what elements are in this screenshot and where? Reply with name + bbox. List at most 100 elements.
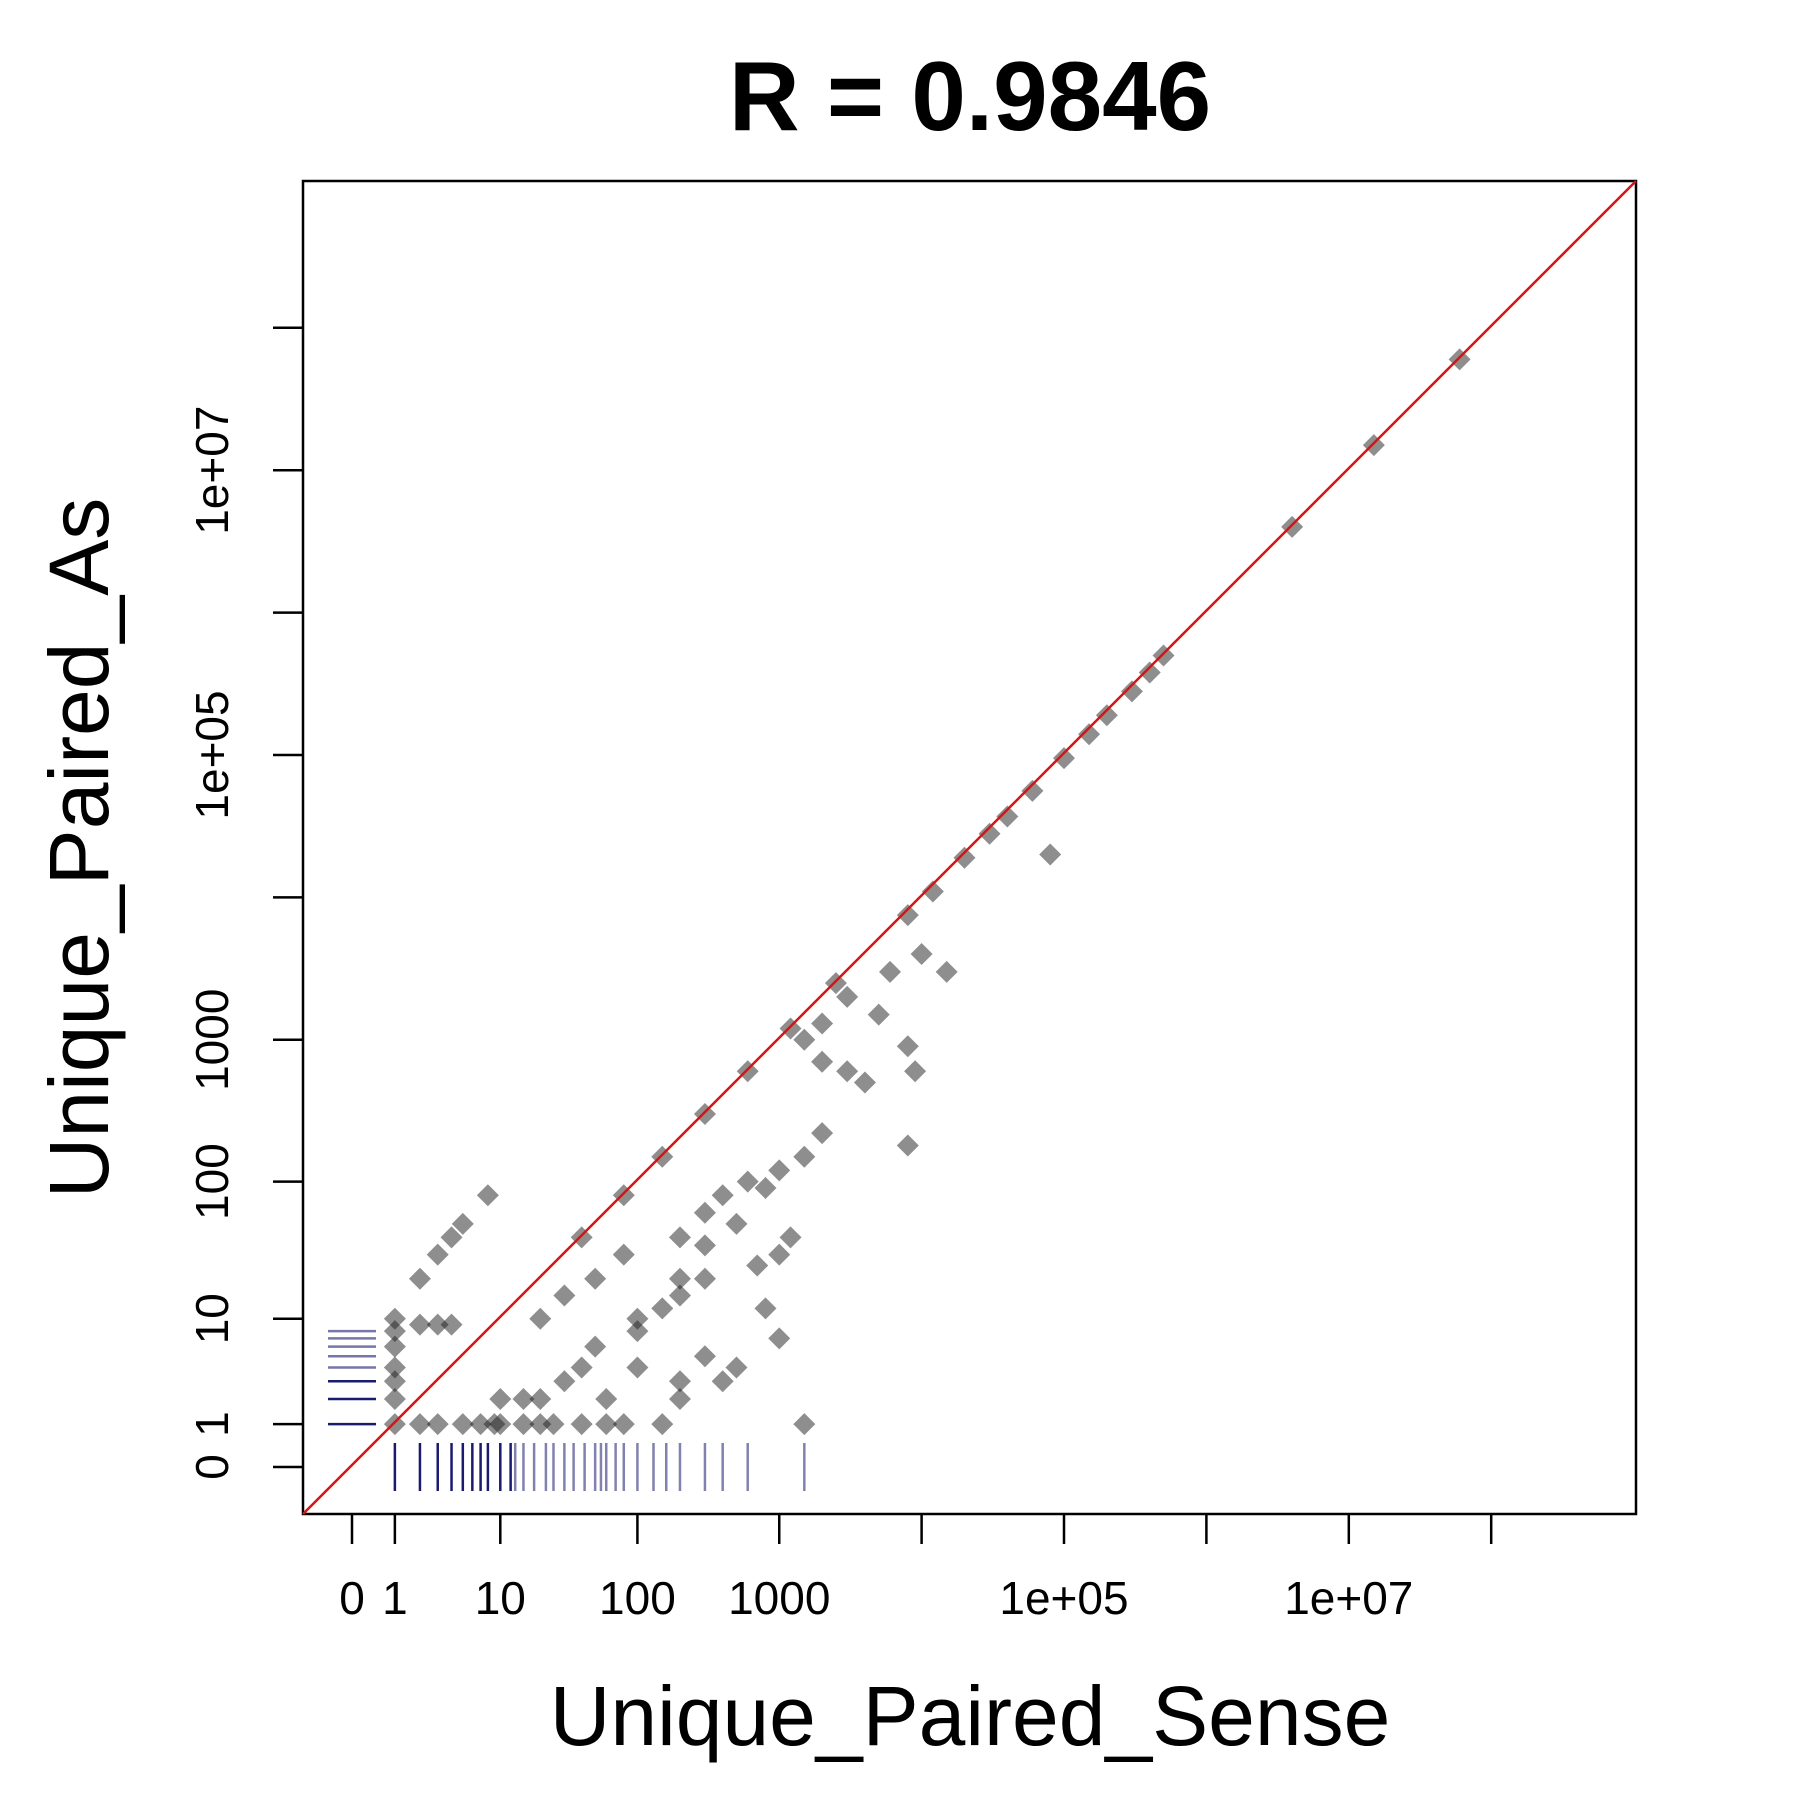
- scatter-point: [693, 1345, 716, 1368]
- scatter-point: [793, 1413, 816, 1436]
- y-tick-label: 100: [186, 1143, 238, 1220]
- scatter-point: [553, 1370, 576, 1393]
- scatter-point: [626, 1320, 649, 1343]
- scatter-point: [383, 1370, 406, 1393]
- identity-line: [302, 180, 1637, 1515]
- scatter-point: [1138, 661, 1161, 684]
- scatter-point: [1021, 779, 1044, 802]
- scatter-point: [711, 1184, 734, 1207]
- scatter-point: [996, 805, 1019, 828]
- scatter-point: [476, 1184, 499, 1207]
- scatter-point: [440, 1226, 463, 1249]
- x-tick-label: 1: [382, 1572, 408, 1624]
- scatter-point: [383, 1307, 406, 1330]
- scatter-point: [626, 1356, 649, 1379]
- y-tick-label: 1: [186, 1411, 238, 1437]
- scatter-point: [584, 1335, 607, 1358]
- scatter-point: [383, 1356, 406, 1379]
- scatter-point: [612, 1184, 635, 1207]
- scatter-point: [612, 1413, 635, 1436]
- scatter-point: [910, 943, 933, 966]
- scatter-point: [693, 1234, 716, 1257]
- scatter-point: [1152, 644, 1175, 667]
- scatter-point: [451, 1413, 474, 1436]
- scatter-point: [542, 1413, 565, 1436]
- scatter-point: [1078, 723, 1101, 746]
- scatter-point: [668, 1284, 691, 1307]
- scatter-point: [811, 1012, 834, 1035]
- scatter-point: [668, 1226, 691, 1249]
- scatter-point: [779, 1226, 802, 1249]
- scatter-point: [793, 1028, 816, 1051]
- scatter-point: [595, 1413, 618, 1436]
- scatter-point: [711, 1370, 734, 1393]
- scatter-point: [853, 1071, 876, 1094]
- scatter-point: [426, 1243, 449, 1266]
- scatter-point: [953, 846, 976, 869]
- scatter-point: [768, 1159, 791, 1182]
- x-tick-label: 1000: [728, 1572, 830, 1624]
- scatter-point: [529, 1413, 552, 1436]
- scatter-point: [693, 1103, 716, 1126]
- scatter-point: [1448, 348, 1471, 371]
- scatter-point: [553, 1284, 576, 1307]
- scatter-point: [584, 1267, 607, 1290]
- scatter-point: [693, 1201, 716, 1224]
- scatter-point: [1039, 843, 1062, 866]
- y-tick-label: 0: [186, 1454, 238, 1480]
- scatter-point: [426, 1313, 449, 1336]
- scatter-point: [668, 1388, 691, 1411]
- scatter-point: [651, 1297, 674, 1320]
- scatter-point: [383, 1413, 406, 1436]
- scatter-point: [811, 1050, 834, 1073]
- scatter-point: [469, 1413, 492, 1436]
- scatter-point: [651, 1413, 674, 1436]
- x-tick-label: 100: [599, 1572, 676, 1624]
- scatter-point: [651, 1145, 674, 1168]
- scatter-point: [904, 1060, 927, 1083]
- scatter-point: [1362, 434, 1385, 457]
- scatter-point: [612, 1243, 635, 1266]
- scatter-point: [896, 904, 919, 927]
- scatter-point: [1281, 515, 1304, 538]
- scatter-point: [626, 1307, 649, 1330]
- scatter-point: [921, 880, 944, 903]
- scatter-point: [867, 1003, 890, 1026]
- scatter-point: [768, 1327, 791, 1350]
- chart-title: R = 0.9846: [729, 41, 1211, 151]
- scatter-point: [754, 1177, 777, 1200]
- y-tick-label: 10: [186, 1293, 238, 1344]
- scatter-point: [570, 1413, 593, 1436]
- scatter-point: [512, 1413, 535, 1436]
- points-group: [383, 348, 1471, 1436]
- scatter-point: [736, 1170, 759, 1193]
- scatter-point: [383, 1335, 406, 1358]
- scatter-point: [489, 1388, 512, 1411]
- scatter-point: [879, 960, 902, 983]
- scatter-point: [768, 1243, 791, 1266]
- scatter-point: [1053, 747, 1076, 770]
- plot-frame: [301, 179, 1638, 1516]
- scatter-point: [896, 1134, 919, 1157]
- scatter-point: [383, 1320, 406, 1343]
- scatter-point: [483, 1413, 506, 1436]
- scatter-point: [570, 1356, 593, 1379]
- scatter-point: [383, 1388, 406, 1411]
- scatter-point: [426, 1413, 449, 1436]
- scatter-point: [793, 1145, 816, 1168]
- scatter-point: [570, 1226, 593, 1249]
- scatter-point: [440, 1313, 463, 1336]
- scatter-point: [1120, 680, 1143, 703]
- scatter-point: [512, 1388, 535, 1411]
- scatter-point: [451, 1212, 474, 1235]
- scatter-point: [408, 1313, 431, 1336]
- scatter-point: [595, 1388, 618, 1411]
- y-tick-label: 1e+07: [186, 406, 238, 535]
- x-tick-label: 1e+07: [1284, 1572, 1413, 1624]
- scatter-point: [408, 1413, 431, 1436]
- scatter-point: [779, 1017, 802, 1040]
- x-tick-label: 0: [339, 1572, 365, 1624]
- scatter-point: [824, 972, 847, 995]
- scatter-point: [1095, 704, 1118, 727]
